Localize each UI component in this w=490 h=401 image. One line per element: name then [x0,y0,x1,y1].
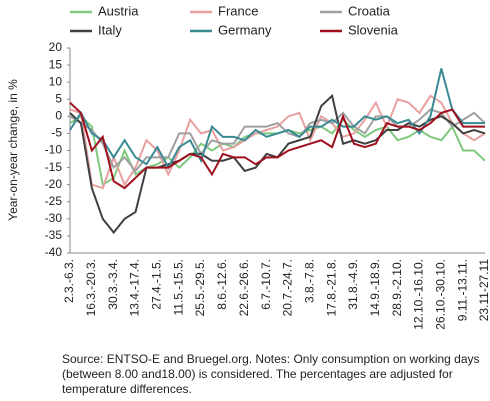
x-tick-label: 6.7.-10.7. [259,259,273,310]
x-tick-label: 27.4.-1.5. [150,259,164,310]
x-tick-label: 31.8.-4.9. [346,259,360,310]
y-tick-label: 0 [55,109,62,123]
y-tick-label: 10 [49,74,63,88]
x-tick-label: 20.7.-24.7. [281,259,295,316]
x-tick-label: 26.10.-30.10. [433,259,447,330]
line [69,101,485,190]
x-tick-label: 13.4.-17.4. [128,259,142,316]
chart: Year-on-year change, in % 20 15 10 5 0 -5 -10 -… [6,3,490,330]
x-tick-label: 16.3.-20.3. [84,259,98,316]
x-tick-label: 3.8.-7.8. [302,259,316,303]
y-axis-label: Year-on-year change, in % [6,79,20,221]
y-tick-label: -35 [45,228,63,242]
x-tick-label: 23.11-27.11 [477,259,490,322]
legend-label: France [218,3,258,18]
x-tick-label: 17.8.-21.8. [324,259,338,316]
legend-label: Austria [98,3,139,18]
note: Source: ENTSO-E and Bruegel.org. Notes: … [62,352,480,396]
x-tick-label: 11.5.-15.5. [171,259,185,315]
y-tick-label: -15 [45,160,63,174]
y-tick-label: -10 [45,143,63,157]
y-tick-label: -25 [45,194,63,208]
y-tick-label: 15 [49,57,63,71]
y-tick-label: -20 [45,177,63,191]
x-tick-label: 28.9.-2.10. [390,259,404,316]
x-tick-label: 8.6.-12.6. [215,259,229,310]
legend-label: Slovenia [348,22,399,37]
x-tick-label: 12.10.-16.10. [412,259,426,330]
line [69,108,486,173]
y-tick-label: -40 [45,245,63,259]
y-tick-label: 20 [49,40,63,54]
line [69,94,486,190]
y-tick-label: 5 [55,91,62,105]
x-tick-label: 22.6.-26.6. [237,259,251,316]
x-tick-label: 14.9.-18.9. [368,259,382,316]
x-tick-label: 9.11.-13.11. [455,259,469,321]
y-tick-label: -5 [51,126,62,140]
legend-label: Italy [98,22,122,37]
legend-label: Croatia [348,3,391,18]
x-tick-label: 25.5.-29.5. [193,259,207,316]
x-tick-label: 2.3.-6.3. [62,259,76,303]
y-tick-label: -30 [45,211,63,225]
legend-label: Germany [218,22,272,37]
x-tick-label: 30.3.-3.4. [106,259,120,310]
